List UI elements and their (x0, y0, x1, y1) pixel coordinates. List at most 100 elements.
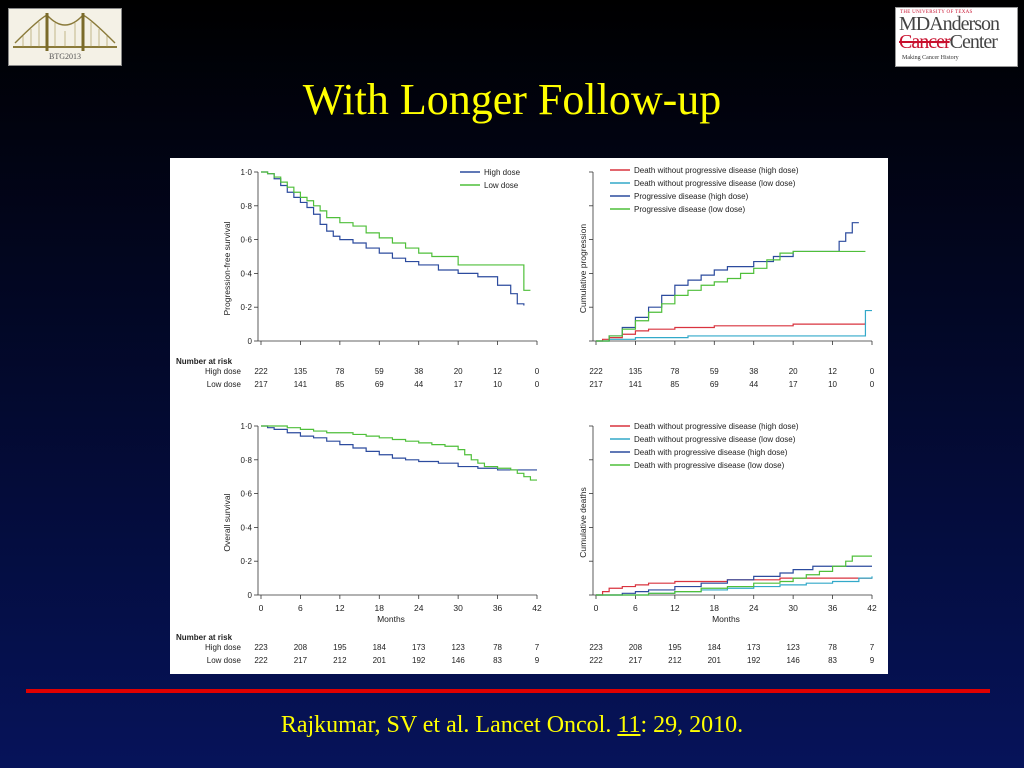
citation-volume: 11 (617, 712, 641, 738)
y-tick-label: 0·8 (240, 456, 252, 465)
y-tick-label: 0·4 (240, 269, 252, 278)
risk-row-label: High dose (205, 643, 242, 652)
series-line (596, 222, 859, 342)
risk-value: 0 (535, 380, 540, 389)
btg2013-logo: BTG2013 (8, 8, 122, 66)
y-tick-label: 0·4 (240, 523, 252, 532)
risk-value: 222 (254, 656, 268, 665)
risk-value: 184 (373, 643, 387, 652)
legend-label: High dose (484, 168, 521, 177)
risk-value: 192 (412, 656, 426, 665)
y-tick-label: 0·2 (240, 303, 252, 312)
risk-value: 217 (589, 380, 603, 389)
series-line (261, 425, 537, 481)
risk-value: 201 (708, 656, 722, 665)
x-tick-label: 30 (788, 603, 798, 613)
risk-value: 59 (375, 367, 384, 376)
slide-title: With Longer Follow-up (302, 75, 722, 124)
risk-value: 223 (254, 643, 268, 652)
y-tick-label: 0·2 (240, 557, 252, 566)
x-axis-label: Months (712, 614, 740, 624)
risk-value: 17 (789, 380, 798, 389)
x-tick-label: 36 (493, 603, 503, 613)
risk-value: 7 (870, 643, 875, 652)
y-axis-label: Progression-free survival (222, 221, 232, 315)
x-tick-label: 18 (710, 603, 720, 613)
risk-value: 59 (710, 367, 719, 376)
divider-line (26, 689, 990, 693)
series-line (596, 250, 866, 342)
bridge-icon (13, 13, 117, 51)
logo-right-top: THE UNIVERSITY OF TEXAS (900, 10, 973, 15)
x-tick-label: 12 (335, 603, 345, 613)
risk-value: 12 (493, 367, 502, 376)
risk-value: 223 (589, 643, 603, 652)
logo-right-cancer: Cancer (899, 31, 951, 53)
x-tick-label: 0 (259, 603, 264, 613)
risk-value: 222 (589, 656, 603, 665)
risk-value: 184 (708, 643, 722, 652)
series-line (596, 555, 872, 596)
risk-value: 217 (294, 656, 308, 665)
citation-text: Rajkumar, SV et al. Lancet Oncol. (280, 712, 618, 738)
series-line (596, 309, 872, 342)
risk-value: 141 (629, 380, 643, 389)
x-tick-label: 42 (532, 603, 542, 613)
risk-value: 44 (414, 380, 423, 389)
risk-value: 20 (789, 367, 798, 376)
risk-row-label: High dose (205, 367, 242, 376)
legend-label: Death with progressive disease (low dose… (634, 461, 785, 470)
risk-value: 78 (828, 643, 837, 652)
risk-value: 208 (294, 643, 308, 652)
y-tick-label: 0·6 (240, 236, 252, 245)
x-tick-label: 24 (414, 603, 424, 613)
risk-value: 146 (451, 656, 465, 665)
citation-pages: : 29, 2010. (640, 712, 744, 738)
logo-right-line1: MDAnderson (899, 13, 1000, 35)
y-tick-label: 0 (248, 591, 253, 600)
x-tick-label: 0 (594, 603, 599, 613)
risk-value: 173 (412, 643, 426, 652)
risk-value: 123 (451, 643, 465, 652)
logo-right-line2: CancerCenter (899, 31, 998, 53)
series-line (261, 171, 525, 306)
y-tick-label: 0·8 (240, 202, 252, 211)
risk-value: 0 (870, 367, 875, 376)
logo-left-text: BTG2013 (49, 52, 81, 61)
x-tick-label: 12 (670, 603, 680, 613)
risk-value: 85 (670, 380, 679, 389)
risk-value: 222 (589, 367, 603, 376)
risk-value: 7 (535, 643, 540, 652)
risk-value: 44 (749, 380, 758, 389)
risk-value: 10 (828, 380, 837, 389)
legend-label: Death without progressive disease (low d… (634, 179, 796, 188)
risk-value: 20 (454, 367, 463, 376)
risk-value: 83 (493, 656, 502, 665)
legend-label: Low dose (484, 181, 519, 190)
risk-value: 222 (254, 367, 268, 376)
risk-value: 0 (870, 380, 875, 389)
risk-value: 78 (493, 643, 502, 652)
risk-value: 0 (535, 367, 540, 376)
y-axis-label: Overall survival (222, 493, 232, 551)
risk-value: 208 (629, 643, 643, 652)
y-tick-label: 1·0 (240, 422, 252, 431)
y-tick-label: 0 (248, 337, 253, 346)
legend-label: Death without progressive disease (high … (634, 422, 799, 431)
y-axis-label: Cumulative deaths (578, 487, 588, 557)
risk-value: 78 (335, 367, 344, 376)
legend-label: Death without progressive disease (low d… (634, 435, 796, 444)
risk-value: 192 (747, 656, 761, 665)
risk-value: 173 (747, 643, 761, 652)
y-tick-label: 1·0 (240, 168, 252, 177)
y-tick-label: 0·6 (240, 490, 252, 499)
x-tick-label: 24 (749, 603, 759, 613)
risk-value: 195 (668, 643, 682, 652)
risk-value: 38 (749, 367, 758, 376)
series-line (261, 425, 537, 471)
risk-row-label: Low dose (207, 380, 242, 389)
risk-value: 195 (333, 643, 347, 652)
risk-value: 217 (629, 656, 643, 665)
x-tick-label: 42 (867, 603, 877, 613)
risk-value: 135 (294, 367, 308, 376)
